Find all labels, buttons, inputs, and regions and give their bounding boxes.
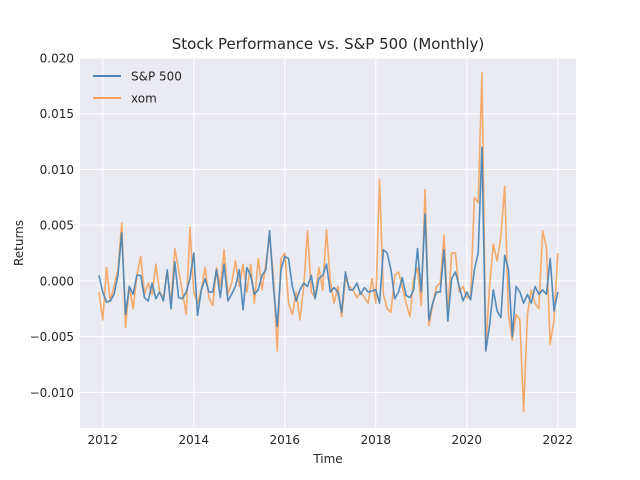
x-tick-label: 2014 bbox=[178, 433, 209, 447]
y-tick-label: −0.010 bbox=[30, 386, 74, 400]
y-tick-label: 0.000 bbox=[40, 274, 74, 288]
chart-title: Stock Performance vs. S&P 500 (Monthly) bbox=[172, 35, 485, 53]
series-line-xom bbox=[98, 71, 559, 413]
series-line-sp500 bbox=[98, 146, 559, 352]
x-tick-label: 2016 bbox=[269, 433, 300, 447]
y-axis-label: Returns bbox=[12, 220, 26, 266]
y-tick-label: 0.015 bbox=[40, 107, 74, 121]
grid-lines bbox=[80, 57, 576, 428]
y-tick-labels: −0.010 −0.005 0.000 0.005 0.010 0.015 0.020 bbox=[30, 52, 74, 400]
legend-label-sp500: S&P 500 bbox=[131, 70, 182, 84]
series-layer bbox=[98, 71, 559, 413]
x-tick-label: 2012 bbox=[87, 433, 118, 447]
y-tick-label: 0.010 bbox=[40, 163, 74, 177]
legend: S&P 500 xom bbox=[93, 70, 182, 106]
legend-label-xom: xom bbox=[131, 92, 157, 106]
x-axis-label: Time bbox=[312, 452, 342, 466]
x-tick-label: 2020 bbox=[452, 433, 483, 447]
y-tick-label: −0.005 bbox=[30, 330, 74, 344]
x-tick-labels: 2012 2014 2016 2018 2020 2022 bbox=[87, 433, 573, 447]
y-tick-label: 0.005 bbox=[40, 219, 74, 233]
y-tick-label: 0.020 bbox=[40, 52, 74, 66]
x-tick-label: 2022 bbox=[543, 433, 574, 447]
x-tick-label: 2018 bbox=[361, 433, 392, 447]
